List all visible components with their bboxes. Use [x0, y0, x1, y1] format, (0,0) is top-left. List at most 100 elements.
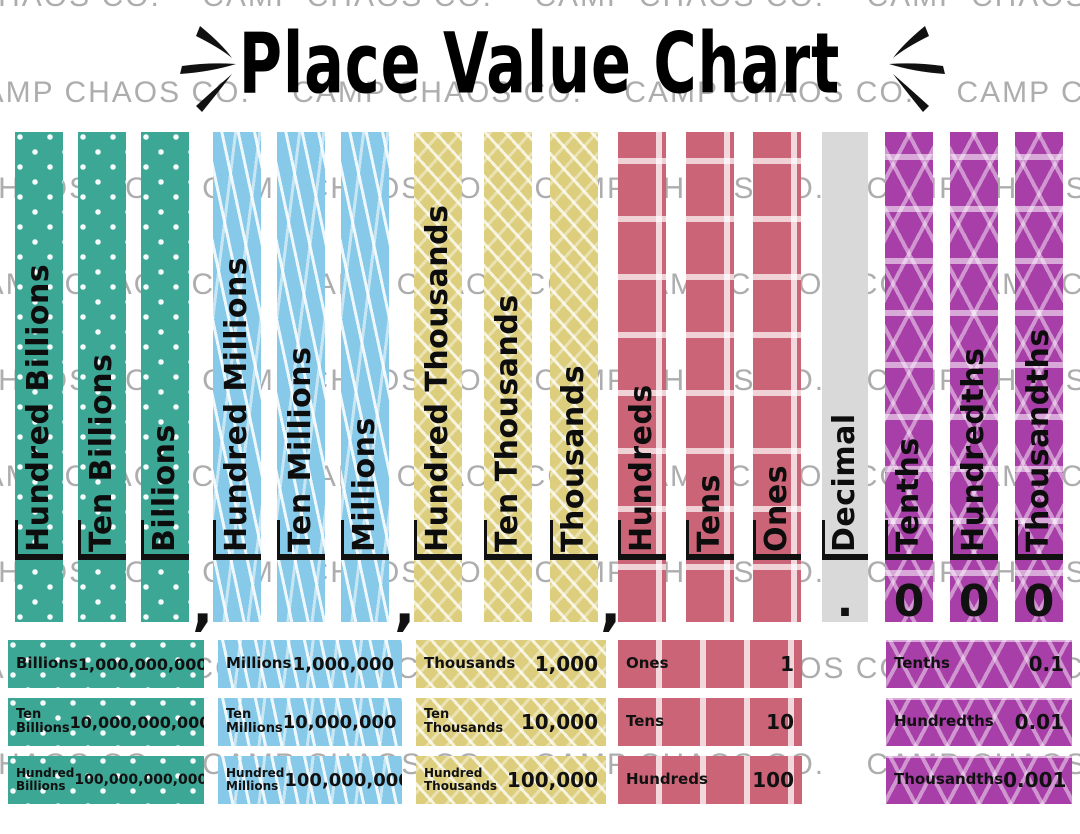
title-bar: Place Value Chart [0, 14, 1080, 114]
legend-place-value: 10 [766, 710, 794, 734]
column-underline [885, 554, 933, 560]
column-digit: . [836, 576, 854, 623]
legend-place-name: Thousands [424, 654, 516, 673]
group-separator-comma: , [394, 573, 416, 638]
column-tick-mark [15, 520, 18, 560]
column-underline [484, 554, 532, 560]
column-tick-mark [141, 520, 144, 560]
page-title: Place Value Chart [239, 14, 841, 113]
legend-place-name: Thousandths [894, 770, 1004, 789]
place-value-column-millions[interactable]: Millions [341, 132, 389, 622]
legend-group-decimals: Tenths 0.1 Hundredths 0.01 Thousandths 0.001 [886, 640, 1072, 814]
legend-place-name: Hundredths [894, 712, 994, 731]
column-tick-mark [277, 520, 280, 560]
legend-place-value: 10,000,000,000 [69, 712, 204, 732]
column-fill [885, 132, 933, 622]
place-value-column-hundred-millions[interactable]: Hundred Millions [213, 132, 261, 622]
column-underline [618, 554, 666, 560]
place-value-column-hundred-thousands[interactable]: Hundred Thousands [414, 132, 462, 622]
legend-place-name: Hundred Thousands [424, 766, 498, 793]
place-value-column-hundred-billions[interactable]: Hundred Billions [15, 132, 63, 622]
burst-left-icon [180, 26, 236, 112]
legend-place-name: Hundred Billions [16, 766, 75, 793]
column-underline [341, 554, 389, 560]
legend-row[interactable]: Thousandths 0.001 [886, 756, 1072, 804]
place-value-column-ten-billions[interactable]: Ten Billions [78, 132, 126, 622]
legend-row[interactable]: Hundredths 0.01 [886, 698, 1072, 746]
column-underline [141, 554, 189, 560]
column-tick-mark [550, 520, 553, 560]
column-tick-mark [414, 520, 417, 560]
legend-group-billions: Billions 1,000,000,000 Ten Billions 10,000,… [8, 640, 204, 814]
column-fill [15, 132, 63, 622]
column-fill [414, 132, 462, 622]
legend-place-value: 100 [752, 768, 794, 792]
column-underline [686, 554, 734, 560]
column-underline [1015, 554, 1063, 560]
legend-place-value: 100,000,000,000 [74, 772, 204, 788]
legend-place-name: Hundred Millions [226, 766, 285, 793]
legend-row[interactable]: Tenths 0.1 [886, 640, 1072, 688]
legend-place-value: 1,000,000,000 [77, 654, 204, 674]
column-fill [822, 132, 868, 622]
column-tick-mark [686, 520, 689, 560]
legend-row[interactable]: Hundred Billions 100,000,000,000 [8, 756, 204, 804]
column-underline [753, 554, 801, 560]
legend-group-thousands: Thousands 1,000 Ten Thousands 10,000 Hundred… [416, 640, 606, 814]
group-separator-comma: , [192, 573, 214, 638]
legend-row[interactable]: Hundred Thousands 100,000 [416, 756, 606, 804]
legend-place-name: Tens [626, 712, 665, 731]
place-value-column-billions[interactable]: Billions [141, 132, 189, 622]
legend-row[interactable]: Millions 1,000,000 [218, 640, 402, 688]
legend-place-value: 10,000 [520, 710, 598, 734]
legend-row[interactable]: Ten Billions 10,000,000,000 [8, 698, 204, 746]
watermark-text: CAMP CHAOS CO. CAMP CHAOS CO. CAMP CHAOS… [0, 0, 1080, 14]
column-fill [213, 132, 261, 622]
legend-group-ones: Ones 1 Tens 10 Hundreds 100 [618, 640, 802, 814]
legend-place-value: 0.001 [1003, 768, 1067, 792]
legend-row[interactable]: Ten Thousands 10,000 [416, 698, 606, 746]
column-underline [950, 554, 998, 560]
place-value-column-tens[interactable]: Tens [686, 132, 734, 622]
column-fill [550, 132, 598, 622]
legend-row[interactable]: Thousands 1,000 [416, 640, 606, 688]
legend-row[interactable]: Hundreds 100 [618, 756, 802, 804]
place-value-column-ten-thousands[interactable]: Ten Thousands [484, 132, 532, 622]
column-digit: 0 [893, 576, 925, 623]
legend-row[interactable]: Ten Millions 10,000,000 [218, 698, 402, 746]
burst-right-icon [889, 26, 945, 112]
legend-row[interactable]: Tens 10 [618, 698, 802, 746]
legend-place-name: Ones [626, 654, 669, 673]
legend-row[interactable]: Hundred Millions 100,000,000 [218, 756, 402, 804]
column-digit: 0 [958, 576, 990, 623]
column-fill [753, 132, 801, 622]
legend-place-value: 1,000 [534, 652, 598, 676]
column-tick-mark [950, 520, 953, 560]
legend-place-value: 1,000,000 [292, 653, 394, 675]
column-tick-mark [213, 520, 216, 560]
legend-place-value: 1 [780, 652, 794, 676]
column-fill [1015, 132, 1063, 622]
legend-group-millions: Millions 1,000,000 Ten Millions 10,000,000 H… [218, 640, 402, 814]
place-value-column-decimal[interactable]: Decimal. [822, 132, 868, 622]
legend-row[interactable]: Ones 1 [618, 640, 802, 688]
column-tick-mark [78, 520, 81, 560]
column-tick-mark [618, 520, 621, 560]
legend-row[interactable]: Billions 1,000,000,000 [8, 640, 204, 688]
place-value-column-ten-millions[interactable]: Ten Millions [277, 132, 325, 622]
column-fill [341, 132, 389, 622]
column-fill [686, 132, 734, 622]
place-value-legend: Billions 1,000,000,000 Ten Billions 10,000,… [0, 640, 1080, 834]
legend-place-name: Millions [226, 654, 292, 673]
place-value-column-ones[interactable]: Ones [753, 132, 801, 622]
place-value-column-hundreds[interactable]: Hundreds [618, 132, 666, 622]
column-fill [78, 132, 126, 622]
group-separator-comma: , [600, 573, 622, 638]
place-value-column-thousands[interactable]: Thousands [550, 132, 598, 622]
column-underline [213, 554, 261, 560]
legend-place-value: 10,000,000 [282, 711, 397, 733]
legend-place-name: Tenths [894, 654, 950, 673]
